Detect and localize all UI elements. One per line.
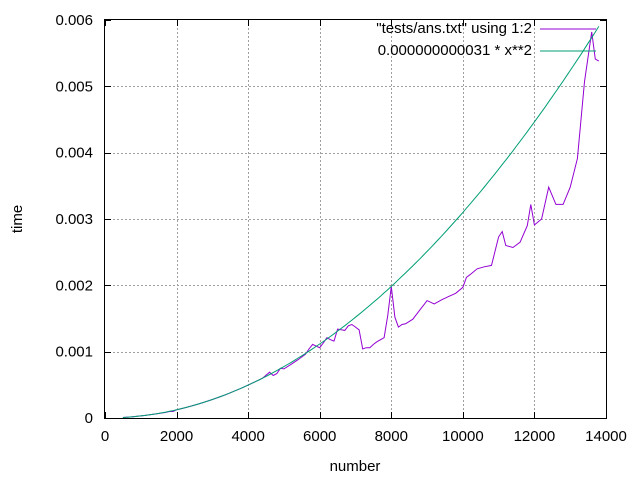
series-line-fit [122,26,600,418]
y-tick-label: 0.006 [55,12,93,29]
grid [105,20,606,418]
y-tick-label: 0.002 [55,277,93,294]
x-tick-label: 4000 [231,428,264,445]
y-tick-label: 0.004 [55,145,93,162]
x-tick-label: 14000 [585,428,627,445]
x-tick-label: 12000 [514,428,556,445]
y-axis-title: time [9,205,26,233]
y-tick-label: 0.001 [55,344,93,361]
axis-ticks [105,20,607,419]
plot-area [122,26,600,418]
x-tick-label: 2000 [160,428,193,445]
y-tick-label: 0.003 [55,211,93,228]
legend-label-fit: 0.000000000031 * x**2 [378,42,532,59]
tick-labels: 0 2000 4000 6000 8000 10000 12000 14000 0 0.001 0.… [55,12,626,445]
x-axis-title: number [330,458,381,475]
legend: "tests/ans.txt" using 1:2 0.000000000031… [376,20,596,59]
y-tick-label: 0 [85,410,93,427]
x-tick-label: 6000 [303,428,336,445]
plot-frame [104,19,607,419]
x-tick-label: 0 [101,428,109,445]
y-tick-label: 0.005 [55,78,93,95]
series-line-data [122,31,600,418]
x-tick-label: 8000 [375,428,408,445]
legend-label-data: "tests/ans.txt" using 1:2 [376,20,532,37]
x-tick-label: 10000 [442,428,484,445]
